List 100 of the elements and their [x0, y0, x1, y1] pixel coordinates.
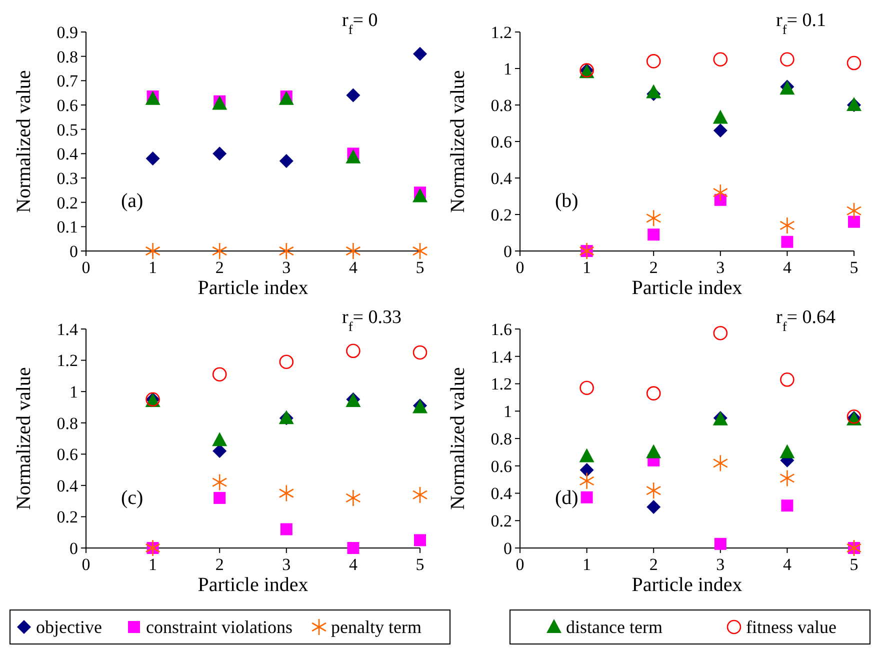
y-axis-title: Normalized value	[13, 367, 35, 510]
point	[580, 380, 594, 396]
point	[145, 539, 160, 557]
point	[346, 489, 361, 507]
y-tick-label: 0.1	[56, 218, 78, 237]
legend-label: fitness value	[746, 617, 836, 637]
point	[712, 184, 728, 202]
y-tick-label: 0.8	[490, 96, 512, 115]
y-tick-label: 0	[70, 538, 78, 558]
y-tick-label: 0.3	[56, 168, 78, 188]
point	[346, 242, 361, 260]
annotation: (c)	[121, 487, 144, 510]
y-tick-label: 0.2	[490, 512, 512, 531]
point	[646, 210, 662, 227]
y-tick-label: 1	[504, 59, 512, 78]
y-tick-label: 0	[504, 242, 512, 261]
point	[279, 154, 294, 168]
annotation: r$_{f}$= 0	[342, 10, 378, 36]
x-tick-label: 0	[82, 258, 90, 277]
x-tick-label: 4	[348, 258, 358, 277]
point	[347, 542, 360, 554]
annotation: (a)	[121, 190, 144, 212]
x-tick-label: 1	[582, 258, 592, 277]
point	[712, 454, 728, 472]
x-tick-label: 3	[716, 555, 725, 574]
point	[713, 326, 728, 340]
y-axis-title: Normalized value	[447, 70, 469, 213]
legend-label: penalty term	[331, 617, 422, 637]
x-tick-label: 2	[649, 258, 658, 277]
point	[579, 472, 594, 490]
point	[780, 52, 794, 67]
annotation: r$_{f}$= 0.33	[342, 307, 402, 334]
point	[781, 500, 794, 512]
x-tick-label: 5	[850, 258, 858, 277]
point	[346, 88, 360, 102]
y-tick-label: 0.6	[56, 96, 78, 115]
annotation: r$_{f}$= 0.1	[776, 10, 826, 36]
point	[580, 462, 594, 477]
x-tick-label: 1	[148, 258, 158, 277]
x-tick-label: 1	[582, 555, 592, 574]
x-axis-title: Particle index	[632, 277, 742, 299]
y-tick-label: 0.9	[56, 22, 78, 42]
point	[278, 242, 294, 260]
y-tick-label: 0.2	[490, 205, 512, 224]
point	[646, 482, 662, 500]
point	[346, 344, 360, 358]
point	[846, 539, 862, 557]
y-tick-label: 0.2	[56, 508, 78, 527]
y-tick-label: 0.8	[56, 47, 78, 66]
x-tick-label: 5	[416, 258, 424, 277]
y-tick-label: 1	[504, 402, 512, 422]
x-tick-label: 4	[348, 555, 358, 574]
annotation: (d)	[555, 487, 578, 510]
x-tick-label: 3	[282, 555, 291, 574]
point	[212, 146, 227, 161]
y-tick-label: 0	[70, 242, 78, 261]
x-tick-label: 2	[649, 555, 658, 574]
y-tick-label: 0.8	[56, 414, 78, 433]
x-tick-label: 3	[716, 258, 725, 277]
y-tick-label: 0.6	[56, 445, 78, 464]
point	[214, 492, 226, 504]
y-tick-label: 0.5	[56, 120, 78, 140]
point	[412, 345, 428, 360]
y-tick-label: 0	[504, 538, 512, 558]
point	[414, 534, 426, 546]
point	[212, 444, 227, 458]
y-tick-label: 1.2	[56, 351, 78, 370]
legend-label: distance term	[566, 617, 662, 637]
x-tick-label: 4	[782, 258, 792, 277]
x-tick-label: 1	[148, 555, 158, 574]
y-axis-title: Normalized value	[13, 70, 35, 213]
point	[848, 216, 860, 228]
x-tick-label: 5	[416, 555, 424, 574]
annotation: r$_{f}$= 0.64	[776, 307, 836, 334]
point	[712, 110, 728, 124]
point	[212, 432, 228, 446]
x-axis-title: Particle index	[198, 574, 308, 596]
point	[212, 242, 228, 260]
y-tick-label: 1.4	[490, 347, 512, 366]
y-tick-label: 0.4	[56, 476, 78, 496]
y-tick-label: 1.6	[490, 320, 512, 339]
point	[713, 124, 728, 138]
point	[212, 367, 227, 382]
x-axis-title: Particle index	[632, 574, 742, 596]
x-tick-label: 2	[215, 555, 224, 574]
x-tick-label: 4	[782, 555, 792, 574]
y-tick-label: 1	[70, 382, 78, 402]
point	[846, 56, 862, 70]
point	[279, 354, 294, 369]
y-axis-title: Normalized value	[447, 367, 469, 510]
x-tick-label: 5	[850, 555, 858, 574]
x-tick-label: 0	[516, 555, 524, 574]
point	[646, 500, 661, 514]
point	[780, 470, 795, 487]
y-tick-label: 0.4	[490, 168, 512, 188]
point	[146, 152, 160, 166]
point	[145, 242, 160, 260]
point	[145, 90, 160, 105]
y-tick-label: 0.6	[490, 456, 512, 476]
point	[579, 448, 594, 462]
